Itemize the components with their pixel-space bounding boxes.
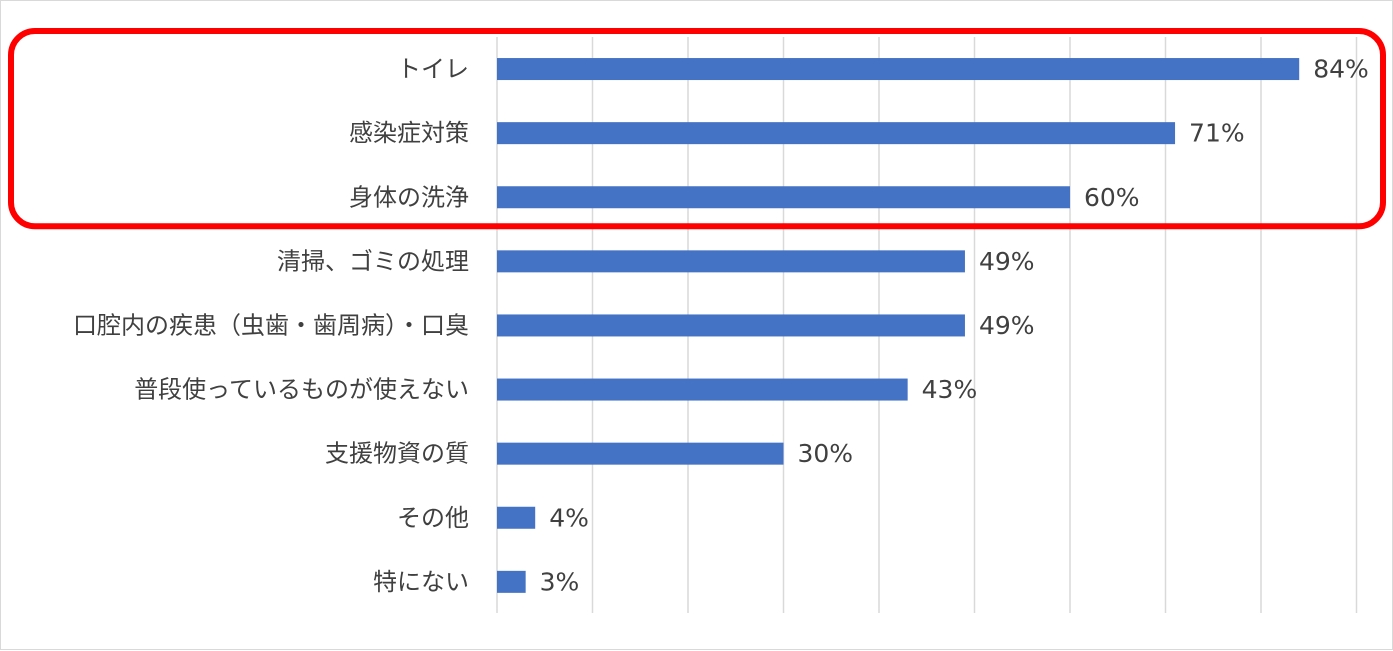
bar [497, 442, 784, 465]
bar [497, 122, 1176, 145]
category-label: 身体の洗浄 [349, 183, 469, 211]
bar [497, 570, 526, 593]
bar [497, 58, 1300, 81]
value-labels: 84% 71% 60% 49% 49% 43% 30% 4% 3% [540, 55, 1369, 597]
category-label: 口腔内の疾患（虫歯・歯周病）・口臭 [73, 311, 469, 339]
data-label: 3% [540, 567, 580, 596]
data-label: 71% [1189, 119, 1245, 148]
category-labels: トイレ感染症対策身体の洗浄清掃、ゴミの処理口腔内の疾患（虫歯・歯周病）・口臭普段… [73, 55, 469, 596]
bar [497, 250, 965, 273]
category-label: 支援物資の質 [325, 440, 469, 468]
bars [497, 58, 1300, 593]
bar [497, 314, 965, 337]
category-label: 普段使っているものが使えない [134, 376, 469, 404]
data-label: 4% [549, 503, 589, 532]
bar [497, 378, 908, 401]
bar [497, 186, 1070, 209]
data-label: 49% [979, 311, 1035, 340]
category-label: 特にない [373, 568, 469, 596]
data-label: 49% [979, 247, 1035, 276]
data-label: 84% [1313, 55, 1369, 84]
data-label: 43% [922, 375, 978, 404]
category-label: 感染症対策 [349, 119, 469, 147]
highlight-layer [8, 28, 1386, 230]
data-label: 60% [1084, 183, 1140, 212]
highlight-box [8, 28, 1386, 230]
data-label: 30% [798, 439, 854, 468]
category-label: 清掃、ゴミの処理 [277, 247, 469, 275]
category-label: その他 [397, 504, 469, 532]
bar [497, 506, 536, 529]
category-label: トイレ [397, 55, 469, 83]
